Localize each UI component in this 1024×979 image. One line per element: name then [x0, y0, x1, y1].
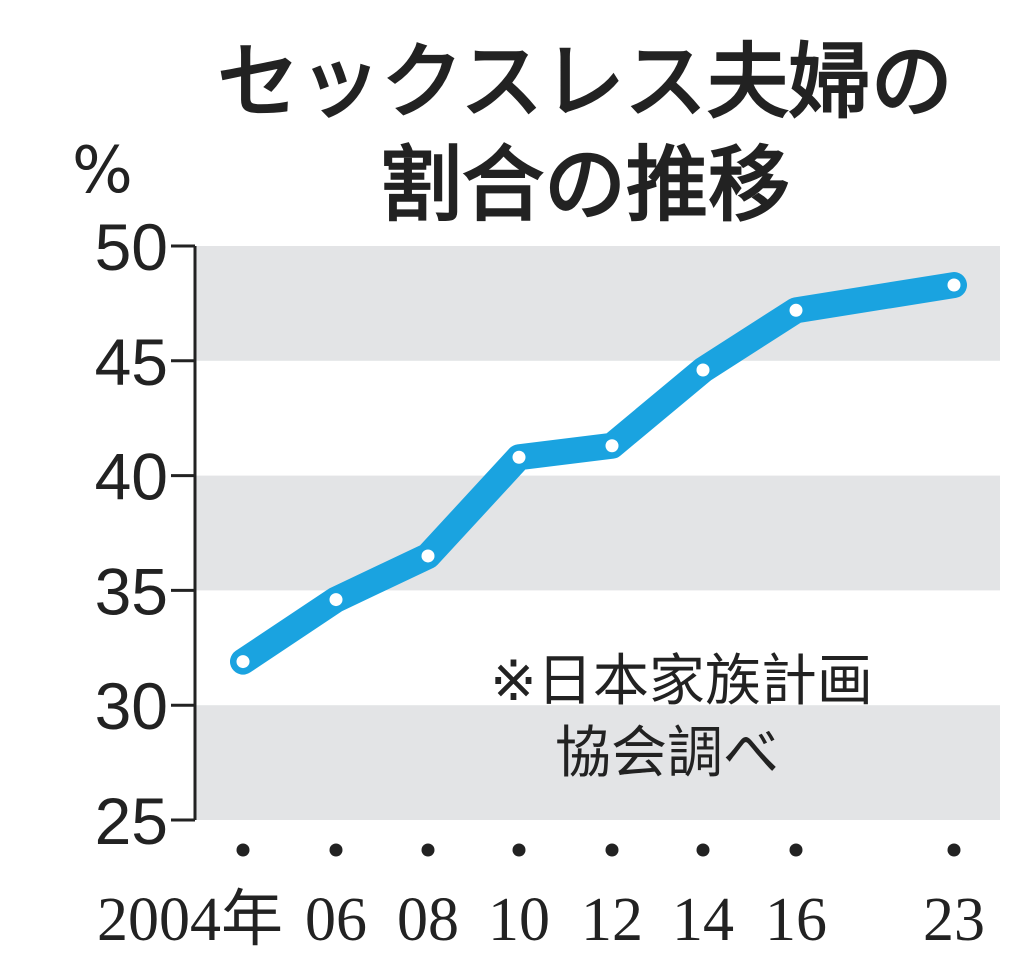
x-tick-dot-5: [696, 843, 710, 857]
y-tick-label-5: 25: [95, 784, 168, 858]
data-point-08: [421, 549, 435, 563]
x-tick-label-1: 06: [305, 886, 367, 954]
x-tick-dot-0: [236, 843, 250, 857]
grid-band-1: [195, 475, 1000, 591]
x-tick-labels: 2004年 06 08 10 12 14 16 23: [97, 886, 985, 954]
x-tick-dots: [236, 843, 961, 857]
y-axis-unit: %: [72, 134, 133, 208]
data-points: [236, 278, 961, 669]
x-tick-label-2: 08: [397, 886, 459, 954]
source-note-line-1: ※日本家族計画: [490, 649, 873, 714]
x-tick-label-4: 12: [581, 886, 643, 954]
data-point-2004年: [236, 655, 250, 669]
data-point-14: [696, 363, 710, 377]
y-tick-label-1: 45: [95, 325, 168, 399]
grid-bands: [195, 246, 1000, 820]
y-tick-label-2: 40: [95, 440, 168, 514]
y-tick-labels: 50 45 40 35 30 25: [95, 210, 168, 858]
chart-title-line-2: 割合の推移: [380, 137, 790, 233]
x-tick-dot-2: [421, 843, 435, 857]
y-tick-label-4: 30: [95, 669, 168, 743]
x-tick-dot-4: [605, 843, 619, 857]
x-tick-label-3: 10: [488, 886, 550, 954]
y-axis: [171, 244, 197, 822]
x-tick-dot-1: [329, 843, 343, 857]
chart-title-line-1: セックスレス夫婦の: [217, 34, 953, 130]
grid-band-2: [195, 705, 1000, 820]
y-tick-label-0: 50: [95, 210, 168, 284]
x-tick-label-5: 14: [672, 886, 734, 954]
data-point-12: [605, 439, 619, 453]
x-tick-dot-7: [947, 843, 961, 857]
data-point-10: [512, 450, 526, 464]
x-tick-dot-3: [512, 843, 526, 857]
x-tick-dot-6: [789, 843, 803, 857]
y-tick-label-3: 35: [95, 554, 168, 628]
x-tick-label-7: 23: [923, 886, 985, 954]
data-point-16: [789, 303, 803, 317]
source-note-line-2: 協会調べ: [555, 721, 779, 786]
data-point-06: [329, 593, 343, 607]
x-tick-label-6: 16: [765, 886, 827, 954]
series-line: [230, 272, 967, 675]
data-point-23: [947, 278, 961, 292]
series-polyline: [230, 272, 967, 675]
x-tick-label-0: 2004年: [97, 886, 283, 954]
